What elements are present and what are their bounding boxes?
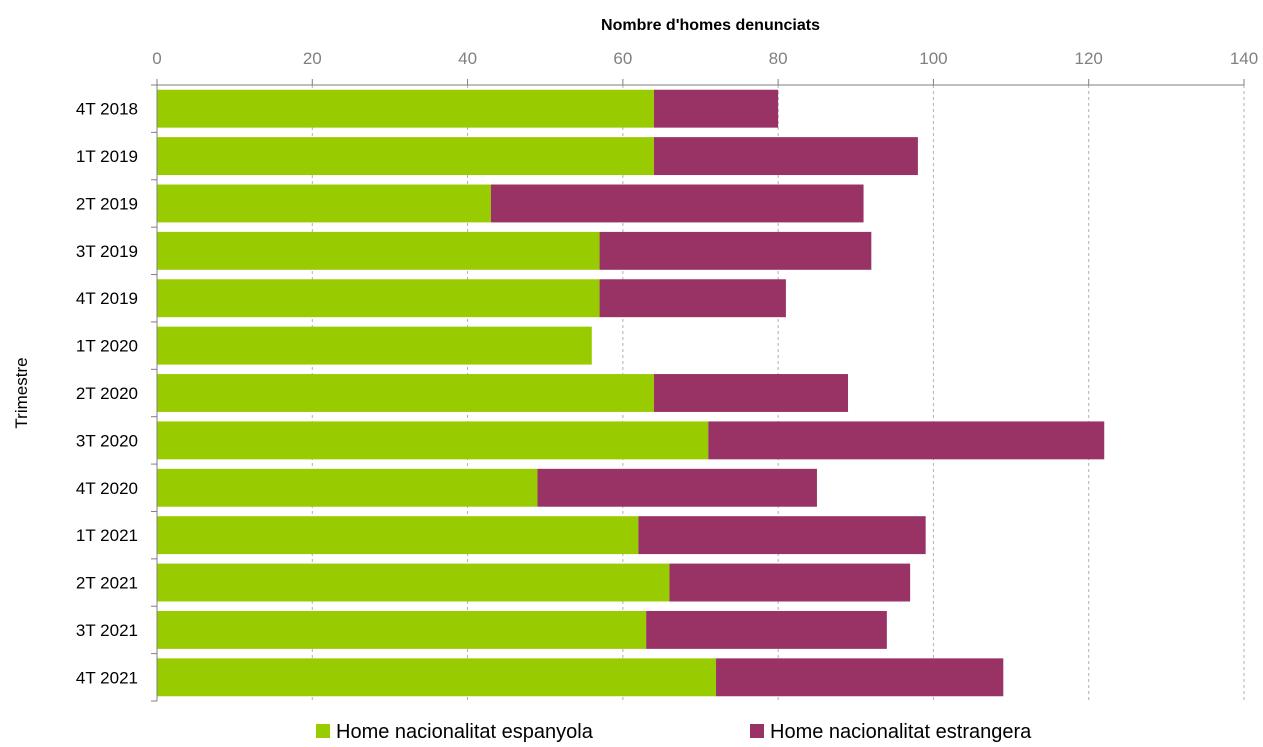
bars xyxy=(157,89,1105,697)
legend-label: Home nacionalitat estrangera xyxy=(770,721,1032,742)
category-label: 2T 2020 xyxy=(76,384,138,403)
bar-espanyola xyxy=(157,137,654,176)
bar-espanyola xyxy=(157,468,538,507)
bar-estrangera xyxy=(716,658,1004,697)
legend-swatch xyxy=(750,724,764,738)
bar-estrangera xyxy=(537,468,817,507)
bar-espanyola xyxy=(157,374,654,412)
category-label: 1T 2019 xyxy=(76,147,138,166)
x-axis-title: Nombre d'homes denunciats xyxy=(601,17,820,34)
legend-label: Home nacionalitat espanyola xyxy=(336,721,594,742)
bar-estrangera xyxy=(490,184,864,223)
bar-espanyola xyxy=(157,184,491,223)
category-label: 1T 2020 xyxy=(76,337,138,356)
bar-espanyola xyxy=(157,516,639,555)
bar-espanyola xyxy=(157,610,647,649)
bar-espanyola xyxy=(157,326,592,365)
bar-estrangera xyxy=(646,610,887,649)
bar-estrangera xyxy=(638,516,926,555)
category-label: 2T 2019 xyxy=(76,194,138,213)
bar-estrangera xyxy=(599,231,872,270)
bar-espanyola xyxy=(157,231,600,270)
category-label: 3T 2019 xyxy=(76,242,138,261)
bar-espanyola xyxy=(157,279,600,318)
bar-estrangera xyxy=(653,137,918,176)
category-label: 1T 2021 xyxy=(76,526,138,545)
category-label: 4T 2021 xyxy=(76,668,138,687)
x-tick-label: 120 xyxy=(1075,49,1103,68)
bar-espanyola xyxy=(157,563,670,602)
bar-estrangera xyxy=(669,563,911,602)
axes: 0 20 40 60 80 100 120 140 4T 2018 1T 2019 2T 2019 3… xyxy=(76,49,1258,702)
y-axis-title: Trimestre xyxy=(12,357,31,428)
x-tick-label: 20 xyxy=(303,49,322,68)
bar-espanyola xyxy=(157,89,654,128)
x-tick-label: 100 xyxy=(919,49,947,68)
bar-estrangera xyxy=(653,374,849,412)
legend-swatch xyxy=(316,724,330,738)
category-label: 3T 2020 xyxy=(76,431,138,450)
x-tick-label: 40 xyxy=(458,49,477,68)
x-tick-label: 140 xyxy=(1230,49,1258,68)
category-label: 3T 2021 xyxy=(76,621,138,640)
category-label: 4T 2018 xyxy=(76,100,138,119)
legend: Home nacionalitat espanyola Home nacional… xyxy=(316,721,1032,743)
category-label: 2T 2021 xyxy=(76,574,138,593)
x-tick-label: 60 xyxy=(613,49,632,68)
bar-estrangera xyxy=(599,279,786,318)
bar-espanyola xyxy=(157,658,717,697)
bar-estrangera xyxy=(708,421,1105,460)
bar-espanyola xyxy=(157,421,709,460)
category-label: 4T 2020 xyxy=(76,479,138,498)
x-tick-label: 80 xyxy=(769,49,788,68)
bar-estrangera xyxy=(653,89,779,128)
x-tick-label: 0 xyxy=(152,49,161,68)
category-label: 4T 2019 xyxy=(76,289,138,308)
